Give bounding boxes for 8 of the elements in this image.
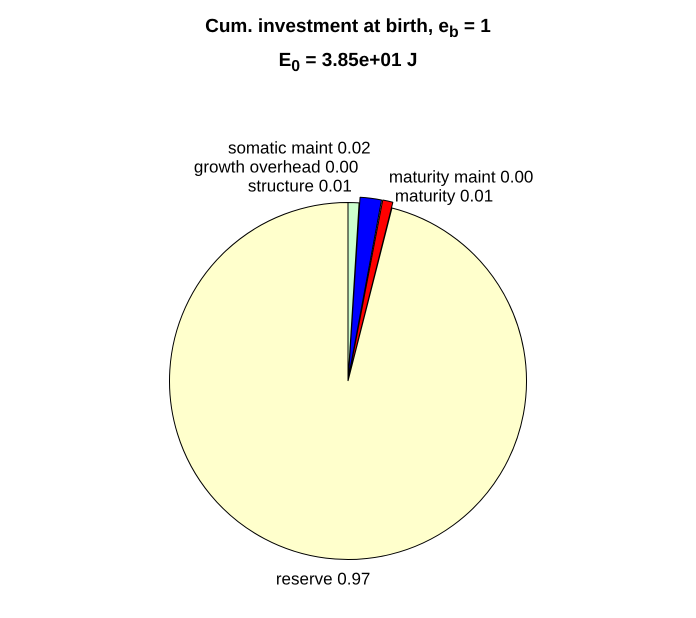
category-label: growth overhead 0.00: [194, 156, 358, 176]
category-label: maturity maint 0.00: [388, 167, 534, 186]
slice-label: maturity 0.01: [394, 186, 494, 206]
slice-label: structure 0.01: [248, 176, 352, 195]
slice-label: somatic maint 0.02: [228, 138, 371, 157]
chart-subtitle: E$_{0}$ = 3.85e+01 J: [278, 48, 418, 76]
slice-label: reserve 0.97: [276, 569, 370, 588]
chart-title: Cum. investment at birth, e$_{b}$ = 1: [204, 15, 492, 42]
